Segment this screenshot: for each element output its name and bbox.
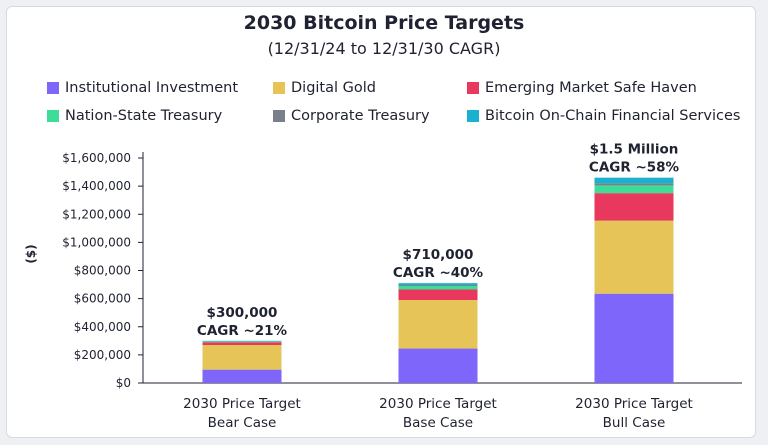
y-tick-label: $1,400,000 bbox=[62, 179, 131, 193]
y-tick-label: $1,600,000 bbox=[62, 151, 131, 165]
bar-segment bbox=[398, 285, 478, 290]
legend-item: Corporate Treasury bbox=[273, 108, 430, 124]
y-tick-label: $1,200,000 bbox=[62, 207, 131, 221]
bar-segment bbox=[594, 185, 674, 194]
bar-segment bbox=[398, 284, 478, 286]
bar-segment bbox=[202, 341, 282, 343]
bar-segment bbox=[202, 369, 282, 383]
chart-subtitle: (12/31/24 to 12/31/30 CAGR) bbox=[267, 39, 501, 58]
legend-swatch bbox=[273, 110, 285, 122]
bar-segment bbox=[398, 289, 478, 301]
legend-item: Nation-State Treasury bbox=[47, 108, 222, 124]
bar-segment bbox=[594, 177, 674, 184]
y-tick-label: $1,000,000 bbox=[62, 235, 131, 249]
legend-swatch bbox=[47, 82, 59, 94]
bar-segment bbox=[398, 348, 478, 383]
y-tick-label: $400,000 bbox=[74, 320, 131, 334]
legend-item: Emerging Market Safe Haven bbox=[467, 80, 697, 96]
bar-total-label: $710,000 bbox=[403, 247, 474, 263]
x-category-label: Base Case bbox=[403, 415, 473, 431]
legend-label: Emerging Market Safe Haven bbox=[485, 80, 697, 96]
bar-segment bbox=[594, 183, 674, 186]
x-category-label: 2030 Price Target bbox=[575, 396, 693, 412]
x-category-label: Bull Case bbox=[603, 415, 666, 431]
y-tick-label: $800,000 bbox=[74, 264, 131, 278]
legend-label: Corporate Treasury bbox=[291, 108, 430, 124]
chart-title: 2030 Bitcoin Price Targets bbox=[243, 12, 525, 34]
bar-segment bbox=[202, 342, 282, 346]
legend-label: Institutional Investment bbox=[65, 80, 239, 96]
bar-total-label: $300,000 bbox=[207, 305, 278, 321]
bar-cagr-label: CAGR ~58% bbox=[589, 160, 680, 176]
legend-label: Nation-State Treasury bbox=[65, 108, 223, 124]
legend-item: Institutional Investment bbox=[47, 80, 238, 96]
legend-item: Digital Gold bbox=[273, 80, 376, 96]
bar-segment bbox=[594, 220, 674, 294]
bar-cagr-label: CAGR ~40% bbox=[393, 265, 484, 281]
legend-swatch bbox=[273, 82, 285, 94]
bar-segment bbox=[398, 300, 478, 349]
y-tick-label: $0 bbox=[116, 376, 131, 390]
legend-swatch bbox=[47, 110, 59, 122]
legend-label: Digital Gold bbox=[291, 80, 376, 96]
bar-cagr-label: CAGR ~21% bbox=[197, 323, 288, 339]
bar-segment bbox=[594, 193, 674, 221]
y-axis-label: ($) bbox=[24, 244, 38, 263]
legend-label: Bitcoin On-Chain Financial Services bbox=[485, 108, 741, 124]
y-tick-label: $600,000 bbox=[74, 292, 131, 306]
legend-item: Bitcoin On-Chain Financial Services bbox=[467, 108, 740, 124]
legend-swatch bbox=[467, 82, 479, 94]
x-category-label: Bear Case bbox=[208, 415, 277, 431]
legend-swatch bbox=[467, 110, 479, 122]
bar-segment bbox=[594, 293, 674, 383]
bar-segment bbox=[398, 283, 478, 285]
x-category-label: 2030 Price Target bbox=[379, 396, 497, 412]
y-tick-label: $200,000 bbox=[74, 348, 131, 362]
bar-segment bbox=[202, 345, 282, 370]
bar-total-label: $1.5 Million bbox=[590, 142, 679, 158]
x-category-label: 2030 Price Target bbox=[183, 396, 301, 412]
